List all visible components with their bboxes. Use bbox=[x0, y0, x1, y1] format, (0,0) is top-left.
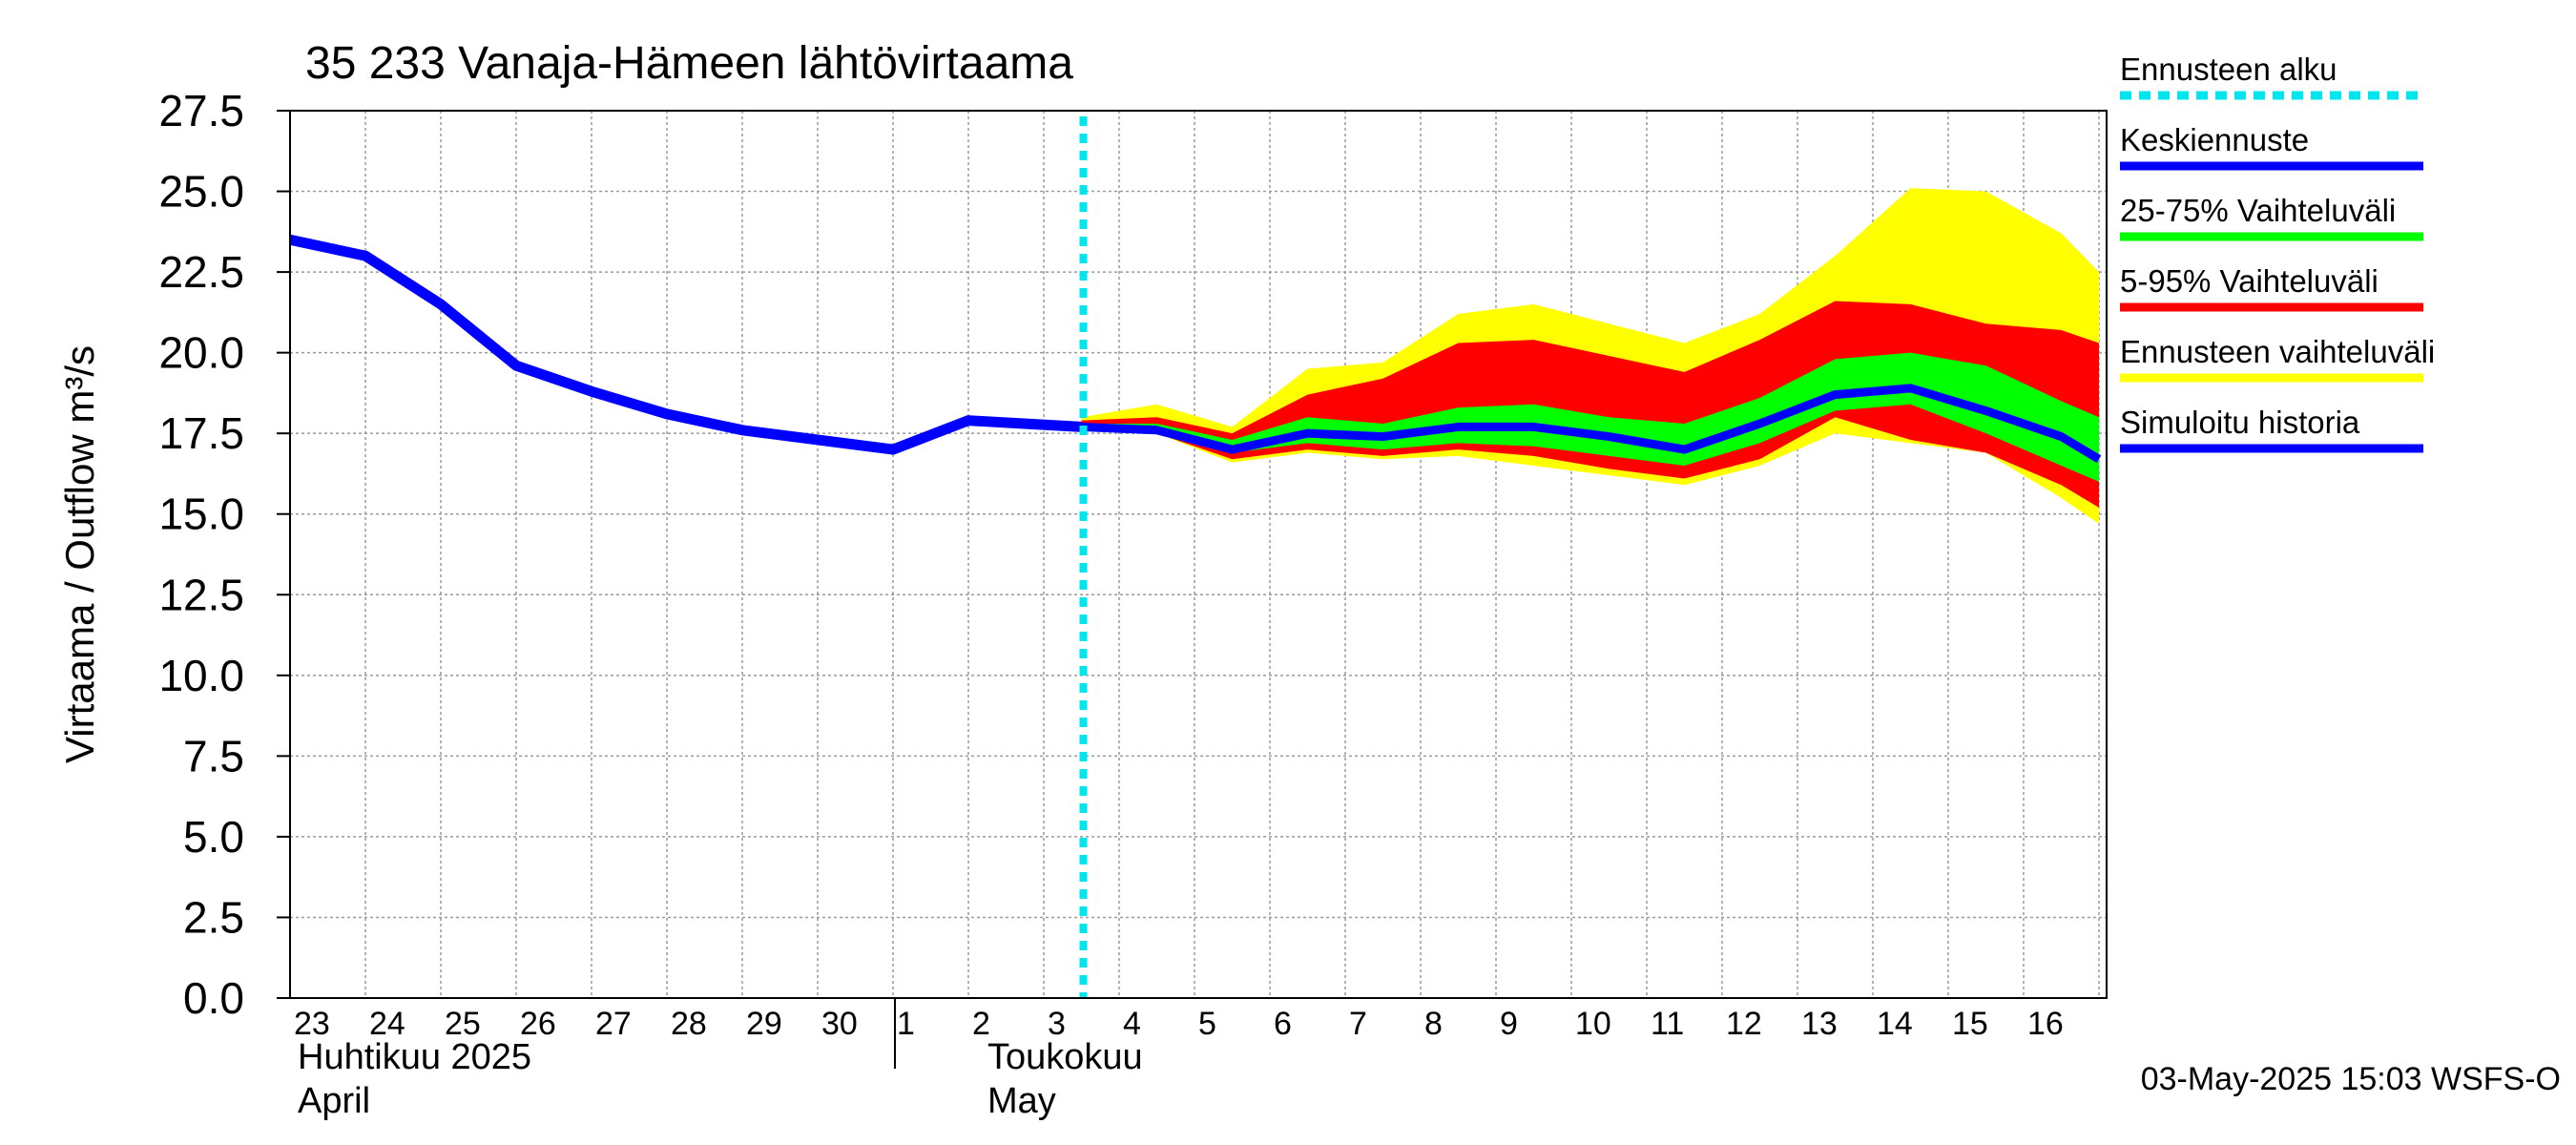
y-tick-label: 12.5 bbox=[158, 570, 244, 619]
x-tick-label: 27 bbox=[595, 1006, 632, 1042]
month-label-fi: Huhtikuu 2025 bbox=[298, 1037, 531, 1077]
x-tick-label: 9 bbox=[1500, 1006, 1518, 1042]
history-line bbox=[288, 234, 1082, 455]
x-tick-label: 14 bbox=[1877, 1006, 1913, 1042]
x-tick-label: 24 bbox=[369, 1006, 405, 1042]
x-tick-label: 2 bbox=[972, 1006, 990, 1042]
x-axis: 23 24 25 26 27 28 29 30 1 2 3 4 5 6 7 8 9 10 11 12 13 14 15 16H… bbox=[294, 998, 2064, 1121]
legend: Ennusteen alku Keskiennuste 25-75% Vaihtel… bbox=[2120, 52, 2435, 453]
legend-label: 25-75% Vaihteluväli bbox=[2120, 193, 2396, 228]
x-tick-label: 5 bbox=[1198, 1006, 1216, 1042]
month-label-en: April bbox=[298, 1081, 370, 1121]
legend-label: Keskiennuste bbox=[2120, 122, 2309, 157]
legend-label: 5-95% Vaihteluväli bbox=[2120, 263, 2379, 299]
y-axis: 0.0 2.5 5.0 7.5 10.0 12.5 15.0 17.5 20.0 22.5 25.0… bbox=[158, 86, 290, 1023]
x-tick-label: 28 bbox=[671, 1006, 707, 1042]
x-tick-label: 23 bbox=[294, 1006, 330, 1042]
month-label-en: May bbox=[987, 1081, 1056, 1121]
x-tick-label: 4 bbox=[1123, 1006, 1141, 1042]
x-tick-label: 3 bbox=[1048, 1006, 1066, 1042]
y-tick-label: 17.5 bbox=[158, 408, 244, 458]
legend-label: Ennusteen vaihteluväli bbox=[2120, 334, 2435, 369]
y-tick-label: 27.5 bbox=[158, 86, 244, 135]
month-label-fi: Toukokuu bbox=[987, 1037, 1143, 1077]
plot-frame bbox=[289, 110, 2108, 999]
x-tick-label: 29 bbox=[746, 1006, 782, 1042]
y-tick-label: 25.0 bbox=[158, 167, 244, 217]
y-tick-label: 7.5 bbox=[183, 731, 244, 781]
y-tick-label: 0.0 bbox=[183, 973, 244, 1023]
legend-label: Ennusteen alku bbox=[2120, 52, 2337, 87]
band-25-75-vaihteluv-li bbox=[1081, 352, 2099, 482]
y-tick-label: 20.0 bbox=[158, 328, 244, 378]
y-tick-label: 15.0 bbox=[158, 489, 244, 539]
x-tick-label: 26 bbox=[520, 1006, 556, 1042]
series-lines bbox=[288, 116, 2102, 998]
x-tick-label: 25 bbox=[445, 1006, 481, 1042]
y-axis-label: Virtaama / Outflow m³/s bbox=[57, 345, 102, 763]
x-tick-label: 10 bbox=[1575, 1006, 1611, 1042]
x-tick-label: 16 bbox=[2027, 1006, 2064, 1042]
grid bbox=[290, 111, 2107, 998]
x-tick-label: 15 bbox=[1952, 1006, 1988, 1042]
x-tick-label: 30 bbox=[821, 1006, 858, 1042]
x-tick-label: 1 bbox=[897, 1006, 915, 1042]
x-tick-label: 7 bbox=[1349, 1006, 1367, 1042]
y-tick-label: 2.5 bbox=[183, 892, 244, 942]
legend-label: Simuloitu historia bbox=[2120, 405, 2360, 440]
y-tick-label: 10.0 bbox=[158, 651, 244, 700]
forecast-bands bbox=[1081, 188, 2099, 524]
x-tick-label: 13 bbox=[1801, 1006, 1838, 1042]
x-tick-label: 8 bbox=[1424, 1006, 1443, 1042]
x-tick-label: 12 bbox=[1726, 1006, 1762, 1042]
y-tick-label: 5.0 bbox=[183, 812, 244, 862]
x-tick-label: 6 bbox=[1274, 1006, 1292, 1042]
band-5-95-vaihteluv-li bbox=[1081, 301, 2099, 508]
footer-timestamp: 03-May-2025 15:03 WSFS-O bbox=[2141, 1061, 2561, 1097]
median-forecast-line bbox=[1081, 384, 2102, 464]
y-tick-label: 22.5 bbox=[158, 247, 244, 297]
chart-title: 35 233 Vanaja-Hämeen lähtövirtaama bbox=[305, 38, 1073, 89]
x-tick-label: 11 bbox=[1651, 1006, 1684, 1042]
